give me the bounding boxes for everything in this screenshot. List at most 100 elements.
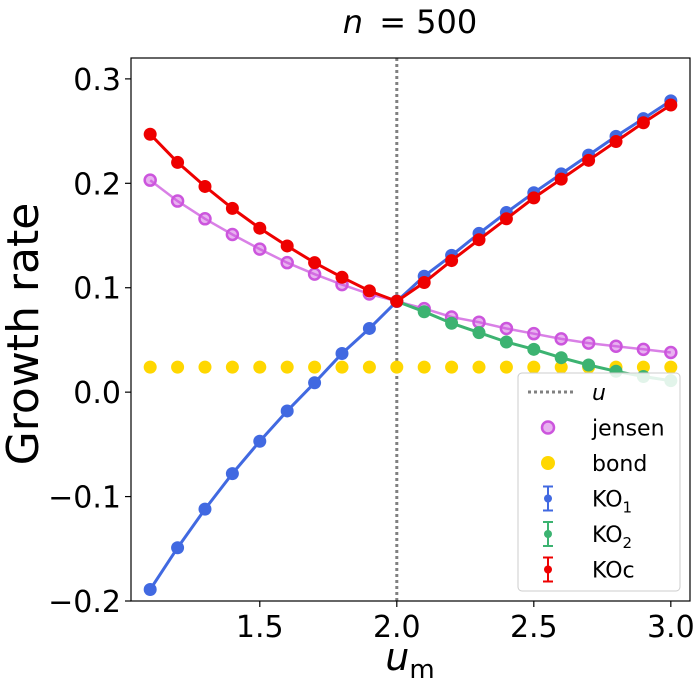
data-point-bond [445, 360, 459, 374]
series-line-KOc [149, 103, 672, 303]
data-point-KO2 [445, 316, 459, 330]
data-point-jensen [280, 255, 294, 270]
y-axis-label: Growth rate [0, 203, 49, 466]
data-point-KOc [280, 239, 294, 253]
legend-label-vline: u [592, 381, 606, 406]
legend-label-KO2: KO2 [592, 523, 632, 552]
data-point-KOc [362, 284, 376, 298]
x-tick-label: 2.0 [373, 610, 421, 645]
data-point-jensen [609, 339, 623, 353]
data-point-bond [198, 360, 212, 374]
legend-label-KO1: KO1 [592, 488, 632, 517]
data-point-bond [225, 360, 239, 374]
y-tick-label: 0.3 [73, 63, 121, 98]
data-point-bond [253, 360, 267, 374]
data-point-KOc [417, 276, 431, 290]
data-point-jensen [253, 242, 267, 256]
data-point-KOc [445, 254, 459, 268]
data-point-KOc [472, 233, 486, 247]
data-point-jensen [636, 342, 651, 357]
data-point-jensen [143, 173, 157, 187]
data-point-KOc [636, 116, 650, 130]
data-point-jensen [581, 336, 596, 350]
legend-box [517, 372, 681, 592]
data-point-bond [472, 360, 486, 374]
legend-label-KOc: KOc [592, 559, 635, 584]
data-point-KO2 [499, 335, 513, 349]
y-tick-label: 0.1 [73, 272, 121, 307]
x-tick-label: 3.0 [647, 610, 695, 645]
data-point-bond [554, 360, 568, 374]
data-point-KO2 [527, 342, 541, 356]
data-point-KOc [335, 270, 349, 284]
data-point-jensen [198, 212, 212, 226]
data-point-bond [335, 360, 349, 374]
x-axis-label-main: u [385, 635, 409, 679]
data-point-bond [390, 360, 404, 374]
data-point-KO1 [225, 467, 239, 481]
data-point-KOc [390, 294, 404, 308]
legend-symbol-KO2 [544, 530, 552, 538]
legend-symbol-KO1 [544, 494, 552, 503]
x-axis-label-sub: m [409, 655, 434, 683]
title-value: = 500 [379, 3, 477, 41]
y-tick-label: −0.2 [48, 585, 121, 620]
data-point-bond [527, 360, 541, 374]
data-point-KOc [609, 135, 623, 149]
data-point-bond [362, 360, 376, 374]
data-point-KOc [198, 179, 212, 193]
data-point-bond [171, 360, 185, 374]
data-point-jensen [225, 227, 240, 242]
data-point-bond [308, 360, 322, 374]
data-point-bond [636, 360, 650, 374]
data-point-jensen [499, 321, 514, 336]
title-var: n [343, 3, 363, 41]
data-point-KO1 [335, 347, 349, 361]
x-tick-label: 2.5 [510, 610, 558, 645]
legend-symbol-bond [541, 456, 555, 470]
legend-symbol-jensen [540, 420, 556, 435]
data-point-bond [143, 360, 157, 374]
data-point-jensen [527, 326, 541, 341]
axis-ticks: 1.5 2.0 2.5 3.0 −0.2 −0.1 0.0 0.1 0.2 0.3 [48, 57, 695, 645]
data-point-KOc [143, 127, 157, 141]
data-point-KO2 [417, 305, 431, 319]
data-point-KO2 [472, 326, 486, 340]
data-point-KOc [582, 153, 596, 167]
legend-label-jensen: jensen [591, 417, 665, 442]
data-point-jensen [170, 194, 185, 208]
data-point-KO1 [143, 583, 157, 597]
data-point-KO1 [362, 321, 376, 335]
chart-title: n = 500 [343, 3, 478, 41]
legend-label-bond: bond [592, 452, 647, 477]
data-point-jensen [307, 267, 322, 281]
y-tick-label: 0.0 [73, 376, 121, 411]
data-point-KO2 [582, 358, 596, 372]
y-tick-label: −0.1 [48, 481, 121, 516]
data-point-KO1 [253, 434, 267, 448]
data-point-KOc [499, 212, 513, 226]
data-point-bond [499, 360, 513, 374]
plot-area [143, 58, 678, 601]
data-point-KO1 [308, 376, 322, 390]
data-point-KOc [253, 221, 267, 235]
data-point-jensen [472, 315, 486, 329]
legend: u jensen bond KO1 KO2 KOc [517, 372, 681, 592]
data-point-KO1 [280, 404, 294, 418]
data-point-KOc [171, 155, 185, 169]
data-point-bond [664, 360, 678, 374]
data-point-jensen [554, 332, 568, 346]
data-point-KOc [527, 191, 541, 205]
plot-frame [130, 57, 691, 602]
legend-symbol-KOc [544, 565, 552, 574]
data-point-bond [280, 360, 294, 374]
data-point-KOc [554, 172, 568, 186]
series-KOc [143, 98, 678, 308]
data-point-jensen [664, 345, 678, 360]
data-point-KOc [664, 98, 678, 112]
data-point-KOc [308, 256, 322, 270]
data-point-KO2 [554, 351, 568, 365]
data-point-bond [417, 360, 431, 374]
data-point-KOc [225, 201, 239, 215]
